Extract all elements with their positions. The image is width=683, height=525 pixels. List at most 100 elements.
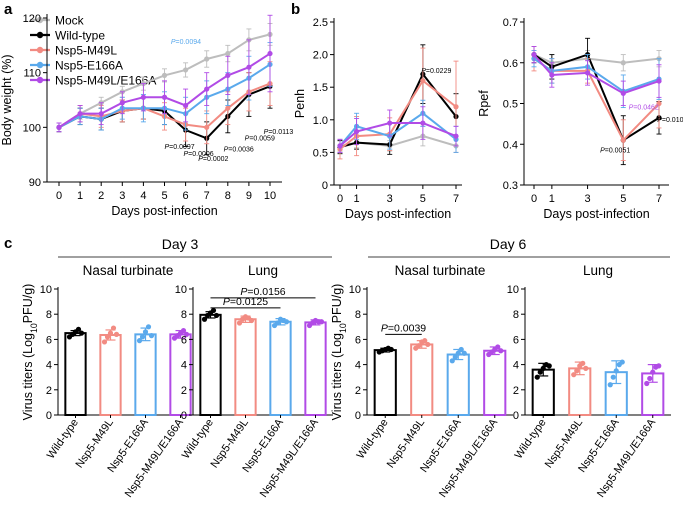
day6-lung-data-point	[546, 363, 552, 369]
day3-lung-comparison-p-value: P=0.0125	[223, 296, 268, 308]
body-weight-p-value: P=0.0002	[198, 156, 228, 163]
day6-nasal-title: Nasal turbinate	[395, 263, 486, 278]
body-weight-x-tick-label: 0	[56, 190, 62, 202]
day6-nasal-y-tick-label: 8	[355, 309, 361, 321]
day3-lung-bar-group-nsp5-e166a	[269, 316, 292, 417]
day3-lung-y-tick-label: 10	[175, 284, 187, 296]
rpef-y-tick-label: 0.4	[503, 139, 518, 151]
day6-nasal-bar-nsp5-e166a	[446, 353, 470, 416]
day3-lung-data-point	[201, 316, 208, 322]
day6-nasal-bar-wild-type	[373, 349, 397, 416]
day6-lung-bar-group-nsp5-m49l	[568, 360, 592, 417]
day3-nasal-bar-nsp5-e166a	[134, 333, 157, 416]
rpef-point	[620, 60, 626, 66]
rpef-point	[584, 70, 591, 76]
day3-nasal-data-point	[145, 324, 152, 330]
body-weight-x-tick-label: 3	[119, 190, 125, 202]
rpef-p-value: P=0.0462	[629, 105, 659, 112]
day3-lung-y-tick-label: 8	[181, 309, 187, 321]
rpef-point	[620, 137, 626, 143]
day6-nasal-x-tick-label: Wild-type	[355, 417, 391, 461]
penh-y-tick-label: 0	[322, 180, 328, 192]
day6-lung-x-tick-label: Wild-type	[513, 417, 549, 461]
penh-x-tick-label: 3	[387, 193, 393, 205]
panel-label-c: c	[4, 235, 12, 252]
day6-nasal-y-tick-label: 6	[355, 334, 361, 346]
day3-lung-title: Lung	[248, 263, 278, 278]
day6-nasal-data-point	[498, 348, 504, 354]
day3-lung-bar-nsp5-m49l	[234, 318, 257, 416]
day6-nasal-data-point	[452, 354, 458, 360]
body-weight-point	[204, 124, 210, 130]
penh-y-tick-label: 2.5	[313, 17, 328, 29]
body-weight-p-value: P=0.0036	[224, 146, 254, 153]
day3-nasal-data-point	[139, 334, 146, 340]
day6-nasal-data-point	[449, 358, 455, 364]
day6-nasal-bar-group-nsp5-m49l-e166a	[483, 344, 507, 416]
day3-nasal-data-point	[107, 330, 114, 336]
day6-lung-data-point	[656, 363, 662, 369]
day6-nasal-data-point	[455, 350, 461, 356]
day6-nasal-x-tick-label: Nsp5-M49L	[385, 417, 427, 470]
day3-lung-bar-group-nsp5-m49l-e166a	[304, 317, 327, 417]
rpef-y-label: Rpef	[477, 90, 491, 117]
day3-lung-y-tick-label: 4	[181, 360, 187, 372]
day6-lung-y-tick-label: 4	[513, 360, 519, 372]
day3-nasal-y-tick-label: 6	[46, 334, 52, 346]
body-weight-point	[183, 102, 189, 109]
day6-lung-bar-group-wild-type	[531, 362, 555, 417]
day6-header: Day 6	[490, 236, 527, 252]
body-weight-point	[77, 111, 83, 117]
day6-lung-bar-group-nsp5-m49l-e166a	[641, 363, 665, 417]
legend-label-wild-type: Wild-type	[55, 29, 105, 43]
rpef-series-wild-type	[531, 37, 662, 166]
body-weight-x-tick-label: 9	[246, 190, 252, 202]
body-weight-x-tick-label: 5	[161, 190, 167, 202]
body-weight-x-label: Days post-infection	[111, 204, 217, 218]
day3-nasal-x-tick-label: Wild-type	[45, 417, 81, 461]
day3-lung-y-tick-label: 0	[181, 410, 187, 422]
day3-lung-data-point	[236, 320, 243, 326]
body-weight-y-tick-label: 120	[23, 13, 41, 25]
body-weight-point	[161, 72, 168, 78]
legend-label-nsp5-e166a: Nsp5-E166A	[55, 59, 123, 73]
day3-nasal-data-point	[101, 339, 108, 345]
penh-line-nsp5-m49l	[339, 79, 457, 150]
panel-label-a: a	[4, 1, 13, 18]
rpef-x-tick-label: 7	[656, 193, 662, 205]
body-weight-p-value: P=0.0097	[165, 144, 195, 151]
day6-lung-data-point	[583, 365, 589, 371]
day3-nasal-data-point	[104, 334, 111, 340]
day6-nasal-y-tick-label: 0	[355, 410, 361, 422]
day6-lung-x-tick-label: Nsp5-M49L	[543, 417, 585, 470]
day6-nasal-data-point	[388, 346, 394, 353]
day3-lung-data-point	[248, 317, 255, 324]
legend-marker-mock	[36, 16, 44, 24]
body-weight-chart: 90 100 110 120 0 1 2 3 4 5 6 7 8 9 10 Days post-infecti…	[0, 13, 293, 218]
day6-nasal-data-point	[458, 346, 464, 353]
day3-nasal-data-point	[183, 331, 190, 337]
day3-nasal-data-point	[148, 333, 155, 339]
body-weight-point	[204, 56, 210, 62]
body-weight-x-tick-label: 1	[77, 190, 83, 202]
penh-x-tick-label: 5	[420, 193, 426, 205]
body-weight-series-nsp5-m49l-e166a	[56, 14, 273, 133]
day3-nasal-bar-group-nsp5-e166a	[134, 324, 157, 416]
rpef-point	[656, 78, 662, 84]
penh-x-tick-label: 0	[337, 193, 343, 205]
penh-point	[453, 133, 459, 139]
day6-nasal-bar-nsp5-m49l	[410, 343, 434, 416]
rpef-x-label: Days post-infection	[543, 207, 649, 221]
day3-nasal-bar-wild-type	[64, 332, 87, 417]
day3-nasal-bar-group-wild-type	[64, 326, 87, 417]
day3-nasal-data-point	[78, 330, 85, 336]
day6-lung-data-point	[613, 368, 619, 374]
legend-label-nsp5-m49l: Nsp5-M49L	[55, 44, 117, 58]
penh-y-tick-label: 1.0	[313, 115, 328, 127]
day6-lung-data-point	[534, 374, 540, 380]
body-weight-p-value: P=0.0113	[264, 129, 294, 136]
body-weight-y-label: Body weight (%)	[0, 54, 14, 145]
rpef-point	[531, 52, 537, 58]
day3-nasal-bar-nsp5-m49l-e166a	[169, 333, 192, 416]
